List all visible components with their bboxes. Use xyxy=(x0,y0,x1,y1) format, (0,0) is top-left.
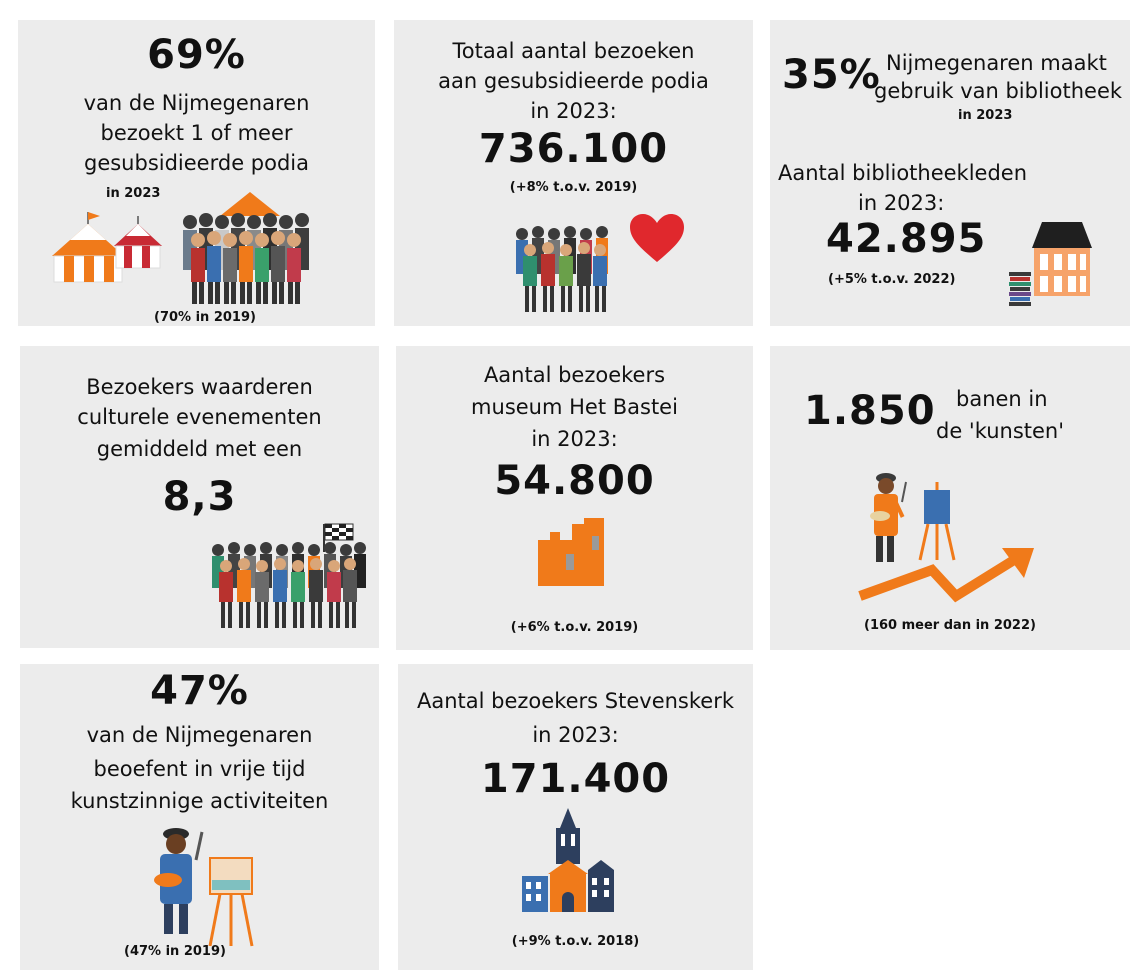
painter-icon xyxy=(154,828,204,934)
stat-value: 47% xyxy=(150,668,249,714)
museum-icon xyxy=(538,518,604,586)
painter-icon xyxy=(870,473,907,562)
crowd-icon xyxy=(212,542,366,628)
comparison-note: (160 meer dan in 2022) xyxy=(864,618,1036,633)
stat-line: Totaal aantal bezoeken xyxy=(452,39,695,63)
comparison-note: (+5% t.o.v. 2022) xyxy=(828,272,956,287)
stat-line: culturele evenementen xyxy=(77,405,322,429)
comparison-note: (70% in 2019) xyxy=(154,310,256,325)
heart-icon xyxy=(630,214,684,262)
books-icon xyxy=(1009,272,1031,306)
stat-line: in 2023: xyxy=(532,723,619,747)
stat-line: van de Nijmegenaren xyxy=(86,723,313,747)
year-label: in 2023 xyxy=(106,186,161,201)
tile-arts-practice: 47% van de Nijmegenaren beoefent in vrij… xyxy=(20,664,379,970)
easel-icon xyxy=(918,482,956,561)
checkered-flag-icon xyxy=(323,523,354,552)
stat-value: 1.850 xyxy=(804,388,936,434)
stat-line: beoefent in vrije tijd xyxy=(93,757,306,781)
stat-value: 736.100 xyxy=(478,126,669,172)
stat-line: museum Het Bastei xyxy=(471,395,678,419)
stat-line: bezoekt 1 of meer xyxy=(100,121,293,145)
comparison-note: (+9% t.o.v. 2018) xyxy=(511,934,640,949)
stat-line: van de Nijmegenaren xyxy=(83,91,310,115)
tile-museum-visitors: Aantal bezoekers museum Het Bastei in 20… xyxy=(396,346,753,650)
stat-line: Aantal bezoekers Stevenskerk xyxy=(417,689,734,713)
tents-icon xyxy=(52,212,162,283)
stat-line: in 2023: xyxy=(530,99,617,123)
tile-podia-visitors-pct: 69% van de Nijmegenaren bezoekt 1 of mee… xyxy=(18,20,375,326)
stat-value: 69% xyxy=(147,32,246,78)
tile-event-rating: Bezoekers waarderen culturele evenemente… xyxy=(20,346,379,648)
stat-value: 42.895 xyxy=(826,216,987,262)
stat-line: gebruik van bibliotheek xyxy=(874,79,1123,103)
stat-value: 8,3 xyxy=(162,474,237,520)
crowd-icon xyxy=(183,192,309,304)
tile-arts-jobs: 1.850 banen in de 'kunsten' (160 meer da… xyxy=(770,346,1130,650)
stat-line: Bezoekers waarderen xyxy=(86,375,313,399)
stat-value: 54.800 xyxy=(494,458,655,504)
library-building-icon xyxy=(1032,222,1092,296)
stat-line: in 2023: xyxy=(858,191,945,215)
stat-line: de 'kunsten' xyxy=(936,419,1065,443)
stat-line: gemiddeld met een xyxy=(96,437,303,461)
comparison-note: (47% in 2019) xyxy=(124,944,226,959)
stat-line: aan gesubsidieerde podia xyxy=(438,69,709,93)
tile-library: 35% Nijmegenaren maakt gebruik van bibli… xyxy=(770,20,1130,326)
stat-line: Nijmegenaren maakt xyxy=(886,51,1107,75)
stat-value: 171.400 xyxy=(480,756,671,802)
stat-line: banen in xyxy=(956,387,1048,411)
stat-line: gesubsidieerde podia xyxy=(83,151,309,175)
rising-arrow-icon xyxy=(858,548,1034,603)
easel-icon xyxy=(208,857,254,947)
crowd-icon xyxy=(516,226,608,312)
tile-stevenskerk-visitors: Aantal bezoekers Stevenskerk in 2023: 17… xyxy=(398,664,753,970)
stat-value: 35% xyxy=(782,52,881,98)
comparison-note: (+6% t.o.v. 2019) xyxy=(510,620,639,635)
stat-line: Aantal bibliotheekleden xyxy=(778,161,1028,185)
stat-line: Aantal bezoekers xyxy=(483,363,666,387)
tile-podia-total-visits: Totaal aantal bezoeken aan gesubsidieerd… xyxy=(394,20,753,326)
stat-line: kunstzinnige activiteiten xyxy=(70,789,329,813)
comparison-note: (+8% t.o.v. 2019) xyxy=(509,180,638,195)
year-label: in 2023 xyxy=(958,108,1013,123)
church-icon xyxy=(522,808,614,912)
stat-line: in 2023: xyxy=(531,427,618,451)
